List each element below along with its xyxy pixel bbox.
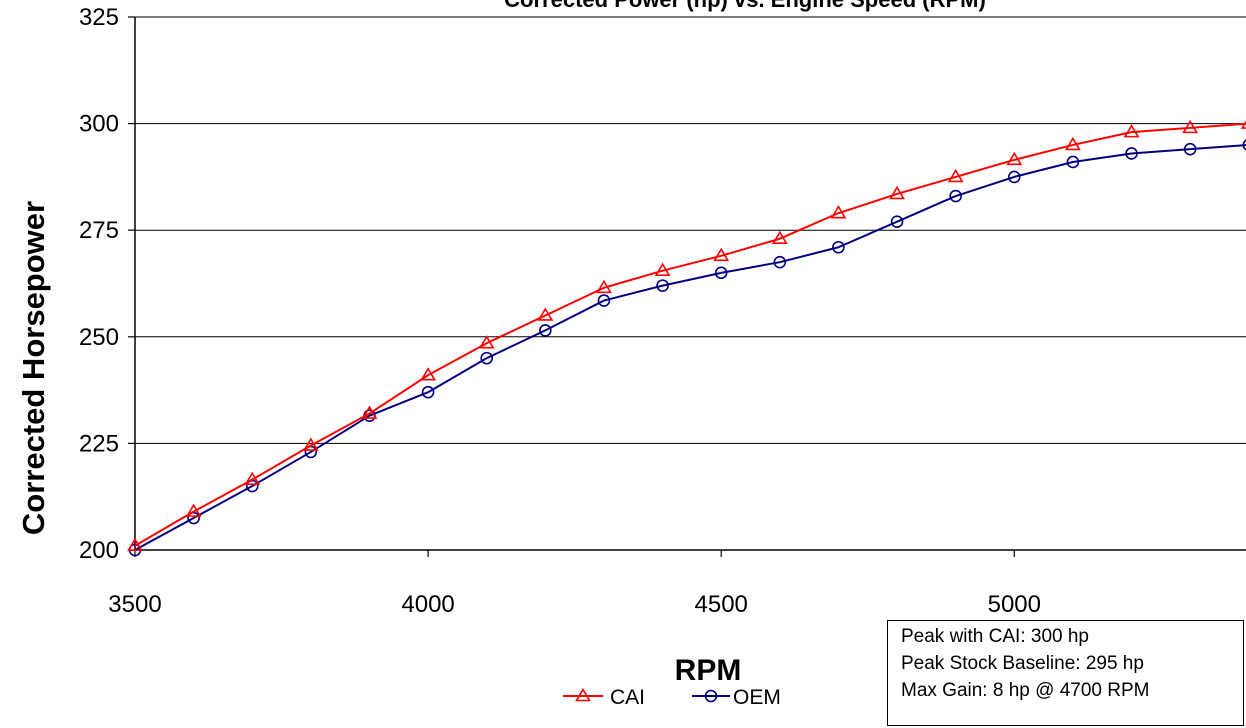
gridlines xyxy=(135,16,1246,444)
point-oem-5400 xyxy=(1242,139,1246,151)
point-oem-4600 xyxy=(773,255,787,269)
point-oem-5200 xyxy=(1125,147,1138,160)
point-oem-4000 xyxy=(421,385,435,399)
series-line-cai xyxy=(134,122,1246,547)
point-oem-5300 xyxy=(1183,142,1197,156)
y-tick-label-275: 275 xyxy=(79,217,119,244)
annotation-peak-cai: Peak with CAI: 300 hp xyxy=(901,626,1089,647)
series-line-oem xyxy=(134,144,1246,551)
legend-item-cai: CAI xyxy=(563,686,645,709)
point-cai-4100 xyxy=(478,335,495,349)
point-oem-5000 xyxy=(1007,170,1021,184)
point-cai-5100 xyxy=(1065,136,1081,151)
x-tick-labels: 3500 4000 4500 5000 xyxy=(108,550,1041,618)
y-tick-label-225: 225 xyxy=(79,430,119,457)
y-tick-label-200: 200 xyxy=(79,537,119,564)
point-cai-5200 xyxy=(1123,124,1140,138)
point-oem-4500 xyxy=(714,266,728,280)
point-cai-4300 xyxy=(596,279,612,294)
point-cai-4700 xyxy=(830,205,847,219)
chart-title: Corrected Power (hp) vs. Engine Speed (R… xyxy=(504,0,986,12)
y-tick-label-250: 250 xyxy=(79,324,119,351)
point-oem-4800 xyxy=(890,215,904,228)
point-oem-4100 xyxy=(480,351,494,365)
point-cai-5300 xyxy=(1182,119,1199,134)
y-axis-label: Corrected Horsepower xyxy=(16,201,51,535)
point-cai-3600 xyxy=(185,503,202,517)
series-oem xyxy=(128,139,1246,557)
point-cai-5000 xyxy=(1006,151,1023,166)
point-oem-4700 xyxy=(832,240,845,254)
x-axis-label: RPM xyxy=(675,654,742,687)
legend-item-oem: OEM xyxy=(692,686,781,709)
point-cai-3700 xyxy=(244,471,261,485)
axes xyxy=(134,17,1246,551)
legend-marker-cai xyxy=(575,687,591,702)
point-oem-4300 xyxy=(597,294,611,307)
point-cai-5400 xyxy=(1240,120,1246,129)
point-cai-3500 xyxy=(127,537,143,552)
point-cai-4600 xyxy=(771,230,788,245)
point-cai-4500 xyxy=(713,247,730,262)
point-cai-4200 xyxy=(537,307,554,321)
point-cai-3900 xyxy=(361,405,378,419)
annotation-box: Peak with CAI: 300 hp Peak Stock Baselin… xyxy=(887,620,1244,726)
annotation-max-gain: Max Gain: 8 hp @ 4700 RPM xyxy=(901,680,1150,701)
x-tick-label-5000: 5000 xyxy=(988,591,1041,618)
point-cai-4000 xyxy=(420,367,437,381)
point-oem-5100 xyxy=(1066,155,1080,169)
point-oem-4400 xyxy=(656,279,669,292)
x-tick-label-3500: 3500 xyxy=(108,591,161,618)
point-cai-4400 xyxy=(654,262,671,277)
annotation-peak-stock: Peak Stock Baseline: 295 hp xyxy=(901,653,1144,674)
point-cai-4800 xyxy=(889,185,905,200)
point-oem-4900 xyxy=(949,189,962,203)
point-cai-4900 xyxy=(947,168,964,183)
point-oem-4200 xyxy=(539,324,552,337)
x-tick-label-4000: 4000 xyxy=(401,591,454,618)
legend-marker-oem xyxy=(704,689,718,703)
series-group xyxy=(127,119,1246,557)
y-tick-labels: 200 225 250 275 300 325 xyxy=(79,4,135,564)
x-tick-label-4500: 4500 xyxy=(695,591,748,618)
y-tick-label-325: 325 xyxy=(79,4,119,31)
y-tick-label-300: 300 xyxy=(79,111,119,138)
legend-label-oem: OEM xyxy=(733,686,781,709)
legend-label-cai: CAI xyxy=(610,686,645,709)
legend: CAI OEM xyxy=(563,686,781,709)
series-cai xyxy=(127,119,1246,552)
point-cai-3800 xyxy=(302,437,319,451)
